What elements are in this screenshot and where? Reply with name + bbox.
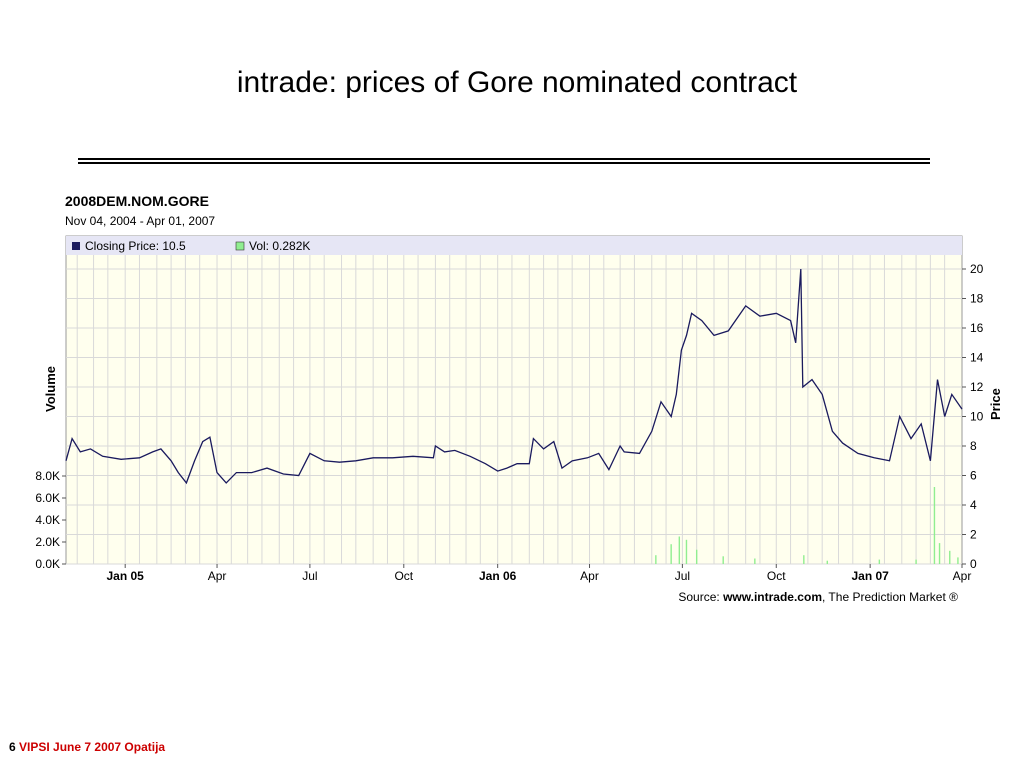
source-site: www.intrade.com — [722, 590, 822, 604]
volume-tick-label: 8.0K — [35, 469, 60, 483]
price-tick-label: 18 — [970, 292, 984, 306]
source-prefix: Source: — [678, 590, 723, 604]
x-tick-label: Apr — [580, 569, 599, 583]
x-tick-label: Jan 05 — [107, 569, 145, 583]
slide-footer: 6 VIPSI June 7 2007 Opatija — [9, 740, 165, 754]
source-suffix: , The Prediction Market ® — [822, 590, 958, 604]
price-axis-ticks: 0 2 4 6 8 10 12 14 16 18 20 — [962, 262, 984, 571]
x-tick-label: Apr — [953, 569, 972, 583]
legend-volume-label: Vol: 0.282K — [249, 239, 310, 253]
x-tick-label: Jul — [302, 569, 317, 583]
plot-area — [65, 235, 963, 565]
price-chart: 2008DEM.NOM.GORE Nov 04, 2004 - Apr 01, … — [28, 186, 1016, 610]
slide-number: 6 — [9, 740, 16, 754]
x-tick-label: Jan 06 — [479, 569, 517, 583]
price-axis-label: Price — [988, 388, 1003, 420]
grid — [66, 255, 962, 565]
price-tick-label: 20 — [970, 262, 984, 276]
chart-title: 2008DEM.NOM.GORE — [65, 193, 209, 209]
x-tick-label: Oct — [767, 569, 786, 583]
price-tick-label: 8 — [970, 439, 977, 453]
price-tick-label: 16 — [970, 321, 984, 335]
price-series-line — [65, 268, 963, 485]
price-tick-label: 2 — [970, 528, 977, 542]
legend-volume-swatch — [235, 241, 245, 251]
volume-series — [655, 487, 959, 564]
volume-tick-label: 2.0K — [35, 535, 60, 549]
x-tick-label: Jan 07 — [851, 569, 889, 583]
price-tick-label: 4 — [970, 498, 977, 512]
chart-source: Source: www.intrade.com, The Prediction … — [678, 590, 958, 604]
price-tick-label: 6 — [970, 469, 977, 483]
volume-tick-label: 0.0K — [35, 557, 60, 571]
legend-price-swatch — [72, 242, 80, 250]
price-tick-label: 10 — [970, 410, 984, 424]
chart-subtitle: Nov 04, 2004 - Apr 01, 2007 — [65, 214, 215, 228]
volume-axis-label: Volume — [43, 366, 58, 412]
x-axis-ticks: Jan 05 Apr Jul Oct Jan 06 Apr Jul Oct Jan 07 Apr — [107, 564, 972, 583]
price-tick-label: 12 — [970, 380, 984, 394]
legend-bar — [66, 236, 962, 255]
volume-tick-label: 6.0K — [35, 491, 60, 505]
volume-axis-ticks: 0.0K 2.0K 4.0K 6.0K 8.0K — [35, 469, 66, 571]
title-underline-bottom — [78, 162, 930, 164]
legend-price-label: Closing Price: 10.5 — [85, 239, 186, 253]
footer-text: VIPSI June 7 2007 Opatija — [19, 740, 166, 754]
title-underline-top — [78, 158, 930, 160]
price-tick-label: 0 — [970, 557, 977, 571]
x-tick-label: Oct — [394, 569, 413, 583]
price-tick-label: 14 — [970, 351, 984, 365]
chart-svg: 2008DEM.NOM.GORE Nov 04, 2004 - Apr 01, … — [35, 193, 1003, 604]
volume-tick-label: 4.0K — [35, 513, 60, 527]
x-tick-label: Apr — [208, 569, 227, 583]
x-tick-label: Jul — [675, 569, 690, 583]
slide-title: intrade: prices of Gore nominated contra… — [236, 66, 798, 99]
